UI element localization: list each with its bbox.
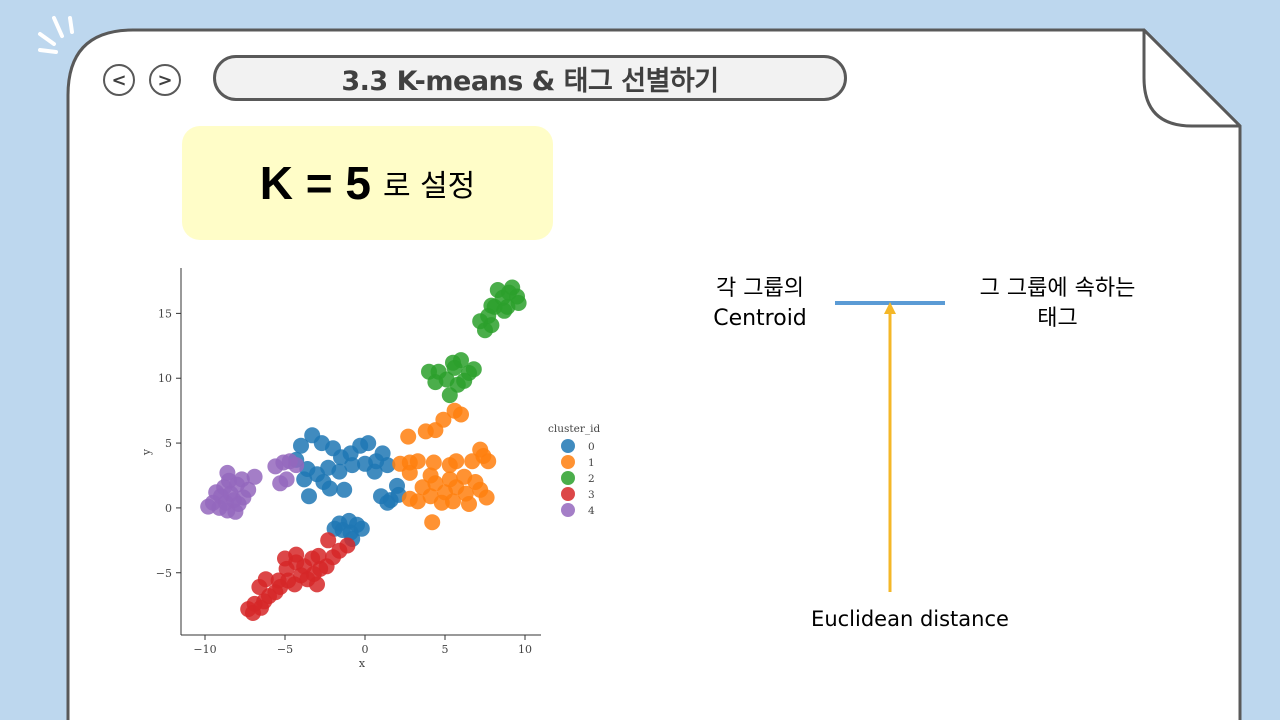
back-button[interactable]: < bbox=[103, 64, 135, 96]
page-fold bbox=[1142, 28, 1242, 128]
y-tick-label: 10 bbox=[158, 372, 172, 385]
cluster-2-point bbox=[510, 295, 527, 311]
cluster-3-point bbox=[288, 546, 305, 563]
cluster-1-point bbox=[409, 453, 426, 470]
legend-label-4: 4 bbox=[588, 505, 595, 517]
cluster-1-point bbox=[409, 493, 426, 510]
y-axis-label: y bbox=[140, 448, 153, 456]
sparkle-icon bbox=[38, 16, 74, 54]
cluster-1-point bbox=[424, 514, 441, 531]
cluster-1-point bbox=[401, 464, 418, 481]
cluster-2-point bbox=[427, 374, 444, 391]
cluster-4-point bbox=[288, 457, 305, 474]
legend-marker-1 bbox=[561, 455, 575, 469]
cluster-0-point bbox=[344, 457, 361, 474]
cluster-2-point bbox=[456, 372, 473, 389]
cluster-0-point bbox=[336, 481, 353, 498]
legend-label-2: 2 bbox=[588, 473, 595, 485]
group-tag-annotation: 그 그룹에 속하는 태그 bbox=[979, 276, 1136, 331]
cluster-0-point bbox=[293, 437, 309, 454]
up-arrow-icon bbox=[884, 302, 896, 592]
cluster-1-point bbox=[400, 428, 417, 445]
cluster-0-point bbox=[389, 477, 405, 494]
cluster-0-point bbox=[301, 488, 317, 505]
legend-label-3: 3 bbox=[588, 489, 595, 501]
cluster-1-point bbox=[445, 493, 461, 510]
legend-label-1: 1 bbox=[588, 457, 595, 469]
y-tick-label: 0 bbox=[165, 502, 172, 515]
cluster-1-point bbox=[478, 489, 495, 506]
k-callout: K = 5 로 설정 bbox=[182, 126, 553, 240]
cluster-3-point bbox=[245, 605, 261, 621]
cluster-1-point bbox=[435, 411, 452, 428]
k-suffix-text: 로 설정 bbox=[382, 169, 476, 204]
legend-marker-3 bbox=[561, 487, 575, 501]
x-tick-label: 10 bbox=[518, 643, 532, 656]
cluster-0-point bbox=[353, 520, 370, 537]
cluster-3-point bbox=[309, 576, 325, 593]
cluster-2-point bbox=[483, 297, 500, 314]
cluster-4-point bbox=[227, 503, 244, 520]
cluster-4-point bbox=[235, 489, 252, 506]
y-tick-label: 15 bbox=[158, 307, 172, 320]
k-value-text: K = 5 bbox=[259, 157, 371, 209]
centroid-annotation: 각 그룹의 Centroid bbox=[713, 276, 807, 331]
euclidean-distance-label: Euclidean distance bbox=[811, 607, 1009, 631]
legend-marker-0 bbox=[561, 439, 575, 453]
x-axis-label: x bbox=[359, 657, 366, 670]
cluster-1-point bbox=[480, 453, 497, 470]
cluster-0-point bbox=[360, 435, 377, 452]
x-tick-label: 5 bbox=[442, 643, 449, 656]
cluster-1-point bbox=[448, 453, 465, 470]
cluster-0-point bbox=[321, 480, 338, 497]
cluster-2-point bbox=[465, 361, 482, 378]
cluster-4-point bbox=[272, 475, 289, 492]
cluster-3-point bbox=[320, 532, 337, 549]
cluster-3-point bbox=[339, 537, 356, 554]
y-tick-label: −5 bbox=[156, 567, 172, 580]
cluster-1-point bbox=[453, 406, 469, 423]
cluster-scatter-chart: −10 −5 0 5 10 −5 0 5 10 15 x y cluster_id 0 1 2 3 4 bbox=[140, 268, 600, 670]
x-tick-label: 0 bbox=[362, 643, 369, 656]
cluster-1-point bbox=[461, 496, 477, 512]
cluster-2-point bbox=[504, 279, 521, 296]
cluster-0-point bbox=[366, 463, 383, 480]
cluster-0-point bbox=[379, 494, 396, 511]
cluster-1-point bbox=[425, 454, 442, 471]
cluster-0-point bbox=[331, 463, 348, 480]
legend-marker-2 bbox=[561, 471, 575, 485]
cluster-2-point bbox=[496, 302, 513, 319]
cluster-0-point bbox=[379, 457, 396, 474]
x-tick-label: −5 bbox=[277, 643, 293, 656]
cluster-4-point bbox=[200, 498, 217, 515]
cluster-3-point bbox=[310, 547, 327, 564]
cluster-3-point bbox=[257, 571, 274, 588]
legend-title: cluster_id bbox=[548, 423, 600, 435]
slide-title: 3.3 K-means & 태그 선별하기 bbox=[213, 55, 847, 101]
legend-label-0: 0 bbox=[588, 441, 595, 453]
cluster-4-point bbox=[222, 485, 239, 502]
x-tick-label: −10 bbox=[193, 643, 216, 656]
cluster-2-point bbox=[445, 354, 461, 371]
cluster-3-point bbox=[270, 572, 287, 589]
cluster-4-point bbox=[246, 468, 263, 485]
cluster-2-point bbox=[489, 282, 506, 298]
cluster-4-point bbox=[219, 464, 236, 481]
cluster-2-point bbox=[483, 317, 500, 334]
forward-button[interactable]: > bbox=[149, 64, 181, 96]
legend-marker-4 bbox=[561, 503, 575, 517]
cluster-0-point bbox=[296, 471, 313, 488]
y-tick-label: 5 bbox=[165, 437, 172, 450]
